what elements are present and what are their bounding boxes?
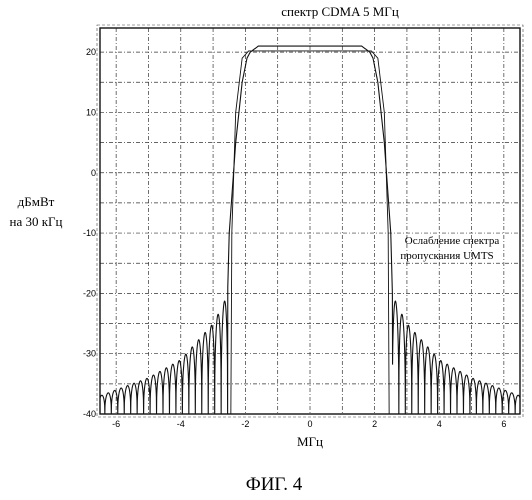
y-tick-label: -10 bbox=[83, 228, 96, 238]
x-tick-label: -4 bbox=[177, 419, 185, 429]
y-axis-label-line-1: дБмВт bbox=[18, 194, 55, 209]
y-tick-label: -20 bbox=[83, 288, 96, 298]
x-tick-label: 2 bbox=[372, 419, 377, 429]
figure-label: ФИГ. 4 bbox=[246, 474, 303, 495]
chart-title: спектр CDMA 5 МГц bbox=[281, 4, 399, 19]
x-tick-label: 4 bbox=[437, 419, 442, 429]
y-tick-label: 0 bbox=[91, 168, 96, 178]
x-tick-label: 6 bbox=[501, 419, 506, 429]
y-axis-label-line-2: на 30 кГц bbox=[9, 214, 62, 229]
annotation-line-1: Ослабление спектра bbox=[405, 235, 500, 247]
x-axis-label: МГц bbox=[297, 434, 323, 449]
y-tick-label: -40 bbox=[83, 409, 96, 419]
x-tick-label: -6 bbox=[112, 419, 120, 429]
grid bbox=[97, 25, 523, 417]
annotation-line-2: пропускания UMTS bbox=[400, 250, 493, 262]
y-tick-label: 10 bbox=[86, 107, 96, 117]
y-tick-label: 20 bbox=[86, 47, 96, 57]
x-tick-label: -2 bbox=[241, 419, 249, 429]
x-tick-label: 0 bbox=[307, 419, 312, 429]
y-tick-label: -30 bbox=[83, 349, 96, 359]
